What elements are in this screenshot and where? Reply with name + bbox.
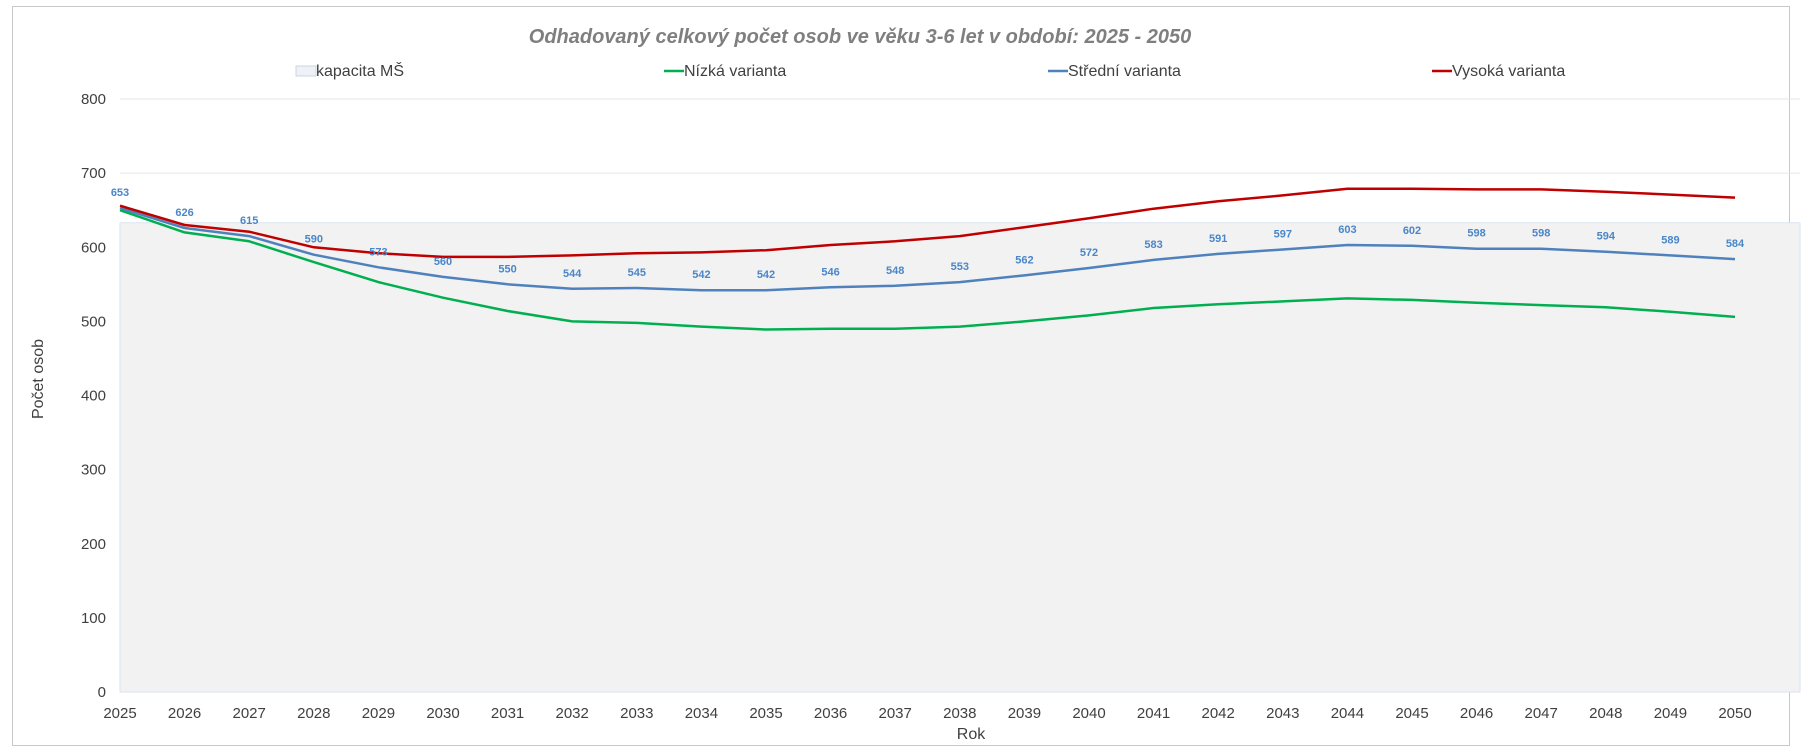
x-tick-label: 2031 — [491, 705, 524, 722]
plot-area: 0 100 200 300 400 500 600 700 800 2025 2026 2027 202… — [81, 91, 1801, 722]
data-label: 598 — [1467, 228, 1485, 240]
x-tick-label: 2043 — [1266, 705, 1299, 722]
x-tick-label: 2036 — [814, 705, 847, 722]
series-line — [119, 209, 1736, 331]
x-tick-label: 2048 — [1589, 705, 1622, 722]
data-label: 603 — [1338, 224, 1356, 236]
x-tick-label: 2039 — [1008, 705, 1041, 722]
y-tick-label: 0 — [98, 684, 106, 701]
y-tick-label: 200 — [81, 536, 106, 553]
x-tick-label: 2041 — [1137, 705, 1170, 722]
x-tick-label: 2028 — [297, 705, 330, 722]
legend: kapacita MŠ Nízká varianta Střední variant… — [295, 61, 1565, 80]
data-label: 573 — [369, 246, 387, 258]
x-tick-label: 2029 — [362, 705, 395, 722]
x-axis-title: Rok — [957, 726, 986, 743]
legend-swatch — [295, 65, 317, 77]
data-label: 589 — [1661, 234, 1679, 246]
x-tick-label: 2046 — [1460, 705, 1493, 722]
y-tick-label: 700 — [81, 165, 106, 182]
x-tick-label: 2035 — [749, 705, 782, 722]
x-tick-label: 2040 — [1072, 705, 1105, 722]
legend-label: Střední varianta — [1068, 63, 1181, 80]
data-label: 546 — [821, 266, 839, 278]
x-tick-label: 2026 — [168, 705, 201, 722]
data-label: 597 — [1274, 228, 1292, 240]
legend-label: Vysoká varianta — [1452, 63, 1565, 80]
y-tick-label: 600 — [81, 239, 106, 256]
x-tick-label: 2042 — [1202, 705, 1235, 722]
data-label: 550 — [498, 263, 516, 275]
series-line — [119, 206, 1736, 292]
data-label: 615 — [240, 215, 258, 227]
y-tick-label: 100 — [81, 610, 106, 627]
data-label: 590 — [305, 234, 323, 246]
data-label: 594 — [1597, 231, 1616, 243]
x-tick-label: 2038 — [943, 705, 976, 722]
x-tick-label: 2025 — [103, 705, 136, 722]
x-tick-label: 2049 — [1654, 705, 1687, 722]
legend-label: Nízká varianta — [684, 63, 786, 80]
data-label: 591 — [1209, 233, 1227, 245]
data-label: 553 — [951, 261, 969, 273]
x-tick-label: 2047 — [1525, 705, 1558, 722]
data-label: 602 — [1403, 225, 1421, 237]
x-tick-label: 2045 — [1395, 705, 1428, 722]
y-tick-label: 800 — [81, 91, 106, 108]
data-label: 545 — [628, 267, 646, 279]
x-tick-label: 2044 — [1331, 705, 1364, 722]
data-label: 598 — [1532, 228, 1550, 240]
y-tick-label: 400 — [81, 388, 106, 405]
x-tick-label: 2034 — [685, 705, 718, 722]
data-label: 542 — [757, 269, 775, 281]
data-label: 560 — [434, 256, 452, 268]
data-label: 653 — [111, 187, 129, 199]
x-tick-label: 2037 — [879, 705, 912, 722]
data-label: 584 — [1726, 238, 1745, 250]
data-label: 626 — [175, 207, 193, 219]
x-tick-label: 2027 — [233, 705, 266, 722]
x-tick-label: 2030 — [426, 705, 459, 722]
chart-title: Odhadovaný celkový počet osob ve věku 3-… — [529, 26, 1191, 48]
data-label: 572 — [1080, 247, 1098, 259]
series-line — [119, 187, 1736, 259]
y-tick-label: 500 — [81, 313, 106, 330]
data-label: 562 — [1015, 254, 1033, 266]
x-tick-label: 2050 — [1718, 705, 1751, 722]
data-label: 548 — [886, 265, 904, 277]
x-tick-label: 2033 — [620, 705, 653, 722]
data-label: 583 — [1144, 239, 1162, 251]
capacity-area — [119, 222, 1801, 693]
data-label: 544 — [563, 268, 582, 280]
data-label: 542 — [692, 269, 710, 281]
x-tick-label: 2032 — [556, 705, 589, 722]
y-axis-title: Počet osob — [30, 339, 47, 419]
y-tick-label: 300 — [81, 462, 106, 479]
legend-label: kapacita MŠ — [316, 61, 404, 80]
